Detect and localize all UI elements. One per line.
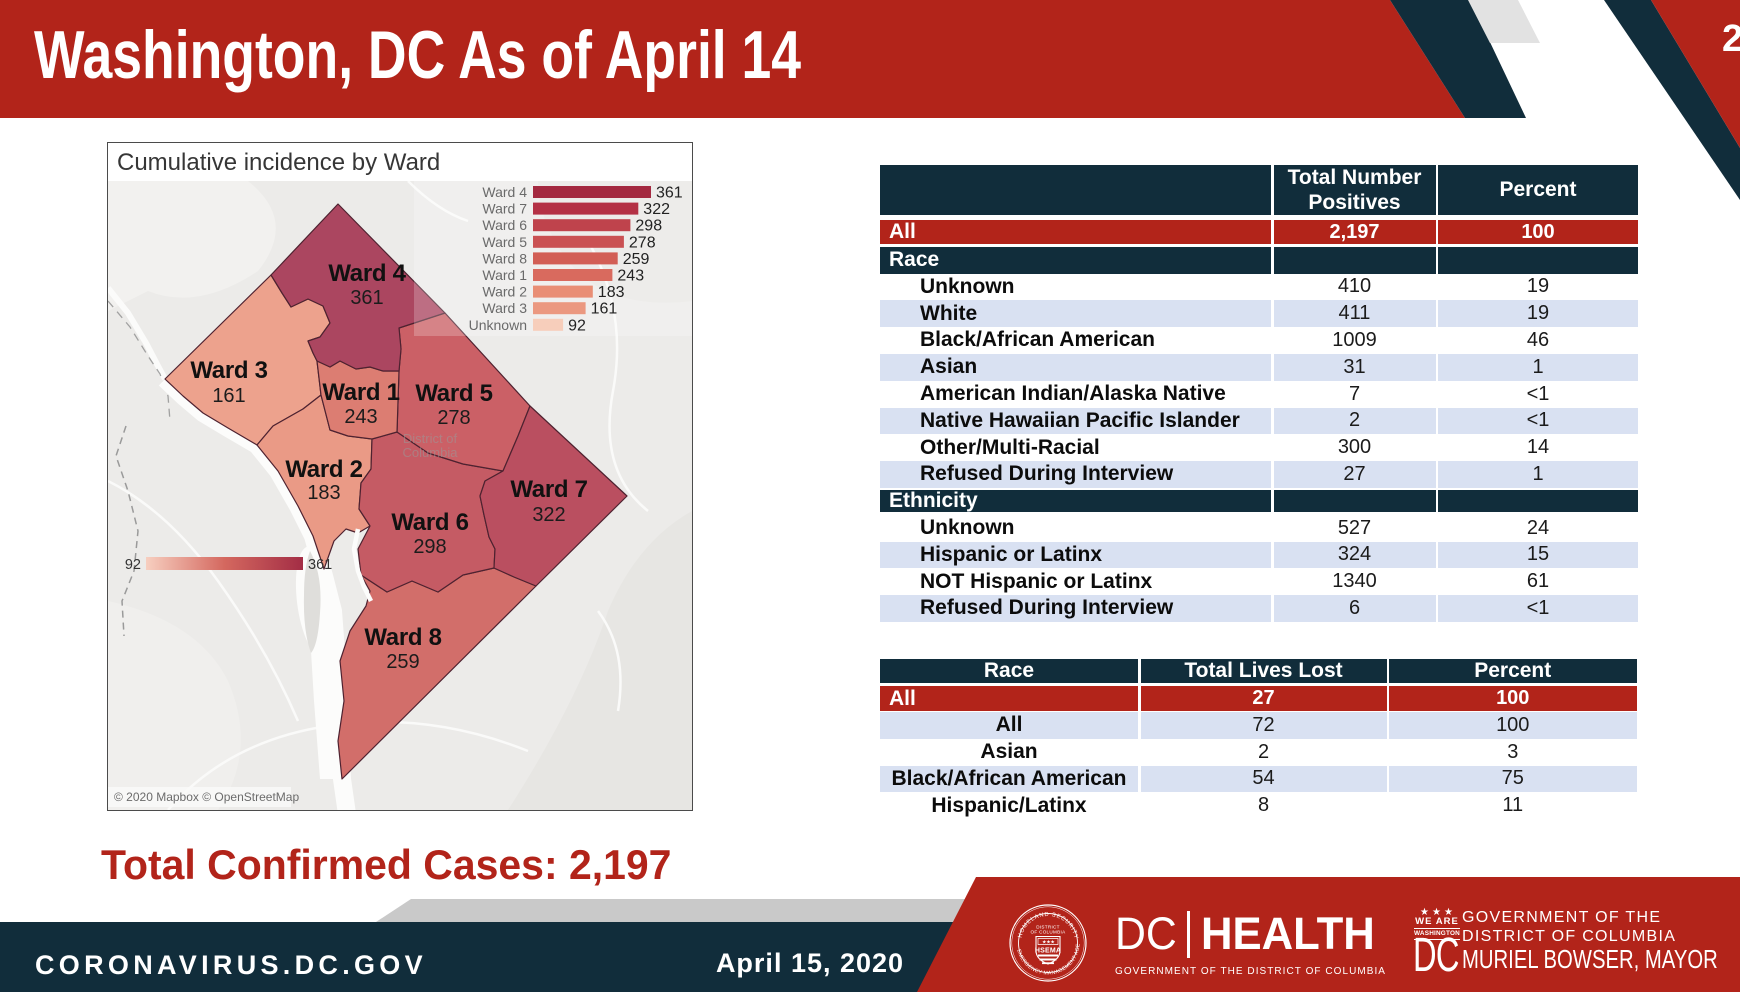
svg-text:Ward 8: Ward 8 <box>364 624 441 651</box>
svg-text:Ward 2: Ward 2 <box>285 456 362 483</box>
svg-text:Ward 1: Ward 1 <box>322 379 399 406</box>
svg-text:243: 243 <box>344 406 377 428</box>
svg-text:Ward 7: Ward 7 <box>482 201 527 217</box>
svg-text:Ward 3: Ward 3 <box>482 300 527 316</box>
svg-text:243: 243 <box>617 268 644 285</box>
svg-text:298: 298 <box>635 218 662 235</box>
svg-text:HSEMA: HSEMA <box>1035 948 1061 955</box>
svg-text:Ward 6: Ward 6 <box>482 217 527 233</box>
svg-text:© 2020 Mapbox © OpenStreetMap: © 2020 Mapbox © OpenStreetMap <box>114 790 299 804</box>
svg-text:Ward 8: Ward 8 <box>482 250 527 266</box>
svg-text:Ward 2: Ward 2 <box>482 284 527 300</box>
svg-text:District of: District of <box>403 431 458 446</box>
svg-text:Columbia: Columbia <box>403 445 459 460</box>
svg-text:278: 278 <box>629 234 656 251</box>
svg-text:322: 322 <box>532 504 565 526</box>
svg-text:278: 278 <box>437 407 470 429</box>
svg-text:183: 183 <box>307 482 340 504</box>
svg-text:322: 322 <box>643 201 670 218</box>
svg-text:Ward 4: Ward 4 <box>328 260 406 287</box>
svg-text:★: ★ <box>1042 940 1047 946</box>
svg-text:Ward 5: Ward 5 <box>415 380 492 407</box>
svg-text:361: 361 <box>656 185 683 202</box>
svg-text:92: 92 <box>125 557 141 573</box>
svg-text:HOMELAND SECURITY AND: HOMELAND SECURITY AND <box>1008 903 1079 942</box>
svg-text:★: ★ <box>1046 940 1051 946</box>
svg-text:361: 361 <box>308 557 332 573</box>
svg-text:92: 92 <box>568 317 586 334</box>
svg-text:161: 161 <box>212 385 245 407</box>
svg-text:259: 259 <box>623 251 650 268</box>
svg-text:Ward 6: Ward 6 <box>391 509 468 536</box>
svg-text:183: 183 <box>598 284 625 301</box>
svg-text:161: 161 <box>591 301 618 318</box>
svg-text:Ward 4: Ward 4 <box>482 184 527 200</box>
svg-text:DISTRICT: DISTRICT <box>1036 925 1060 930</box>
svg-text:Ward 1: Ward 1 <box>482 267 527 283</box>
svg-text:298: 298 <box>413 536 446 558</box>
svg-text:Ward 3: Ward 3 <box>190 357 267 384</box>
svg-text:Ward 7: Ward 7 <box>510 476 587 503</box>
svg-text:Unknown: Unknown <box>469 317 527 333</box>
svg-text:Ward 5: Ward 5 <box>482 234 527 250</box>
svg-text:★: ★ <box>1050 940 1055 946</box>
svg-text:361: 361 <box>350 287 383 309</box>
svg-text:259: 259 <box>386 651 419 673</box>
svg-text:OF COLUMBIA: OF COLUMBIA <box>1031 930 1067 935</box>
